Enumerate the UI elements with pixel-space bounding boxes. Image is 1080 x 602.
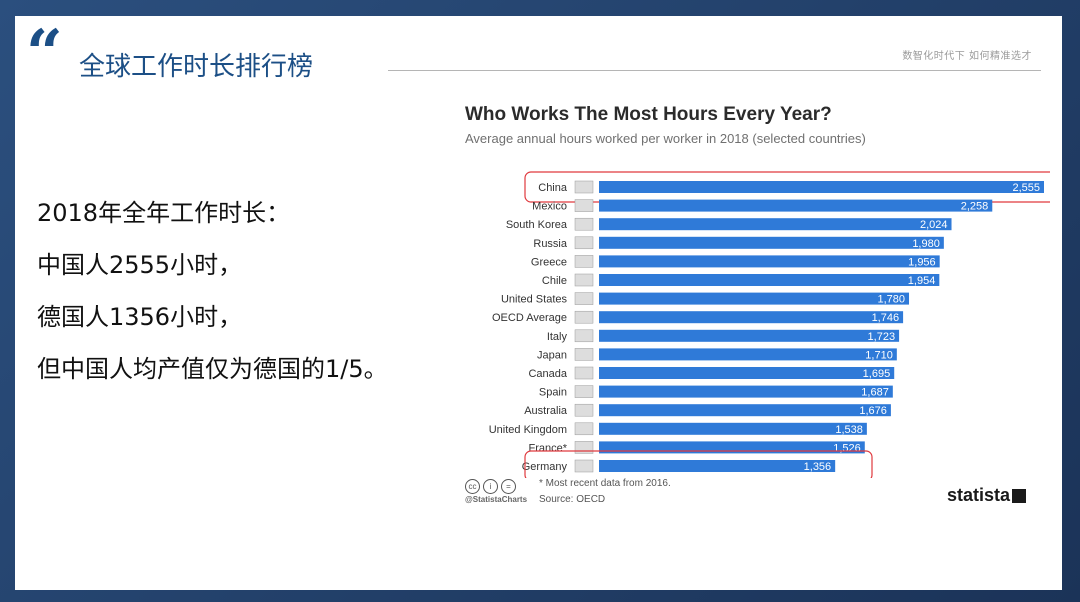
bar-value-label: 1,746 xyxy=(872,312,900,324)
bar xyxy=(599,218,952,231)
bar-value-label: 1,954 xyxy=(908,275,936,287)
chart-title: Who Works The Most Hours Every Year? xyxy=(465,104,832,125)
bar xyxy=(599,292,910,305)
body-text: 2018年全年工作时长： 中国人2555小时， 德国人1356小时， 但中国人均… xyxy=(37,193,388,401)
greece-flag-icon xyxy=(574,255,594,268)
china-flag-icon xyxy=(574,180,594,194)
header-divider xyxy=(388,70,1041,71)
page-title: 全球工作时长排行榜 xyxy=(79,52,314,82)
category-label: Canada xyxy=(528,368,567,380)
bar xyxy=(599,422,867,435)
bar xyxy=(599,236,944,249)
bar-value-label: 1,780 xyxy=(877,294,905,306)
bar xyxy=(599,460,836,472)
category-label: South Korea xyxy=(506,219,568,231)
chart-subtitle: Average annual hours worked per worker i… xyxy=(465,131,866,146)
license-icons: cc i = xyxy=(465,476,519,494)
category-label: Spain xyxy=(539,387,567,399)
creative-commons-icon: cc xyxy=(465,479,480,494)
category-label: Russia xyxy=(533,238,568,250)
mexico-flag-icon xyxy=(574,199,594,212)
bar xyxy=(599,199,993,212)
category-label: United States xyxy=(501,294,568,306)
chart-footnote: * Most recent data from 2016. xyxy=(539,478,671,489)
brand-logo: statista xyxy=(947,485,1011,505)
category-label: Italy xyxy=(547,331,568,343)
bar-value-label: 2,258 xyxy=(961,201,989,213)
bar-value-label: 1,956 xyxy=(908,256,936,268)
chart-source: Source: OECD xyxy=(539,494,606,505)
category-label: France* xyxy=(528,442,567,454)
category-label: Mexico xyxy=(532,201,567,213)
body-line: 德国人1356小时， xyxy=(37,303,243,331)
russia-flag-icon xyxy=(574,236,594,250)
oecd-icon xyxy=(574,310,594,324)
category-label: OECD Average xyxy=(492,312,567,324)
category-label: United Kingdom xyxy=(489,424,567,436)
bar xyxy=(599,367,895,379)
germany-flag-icon xyxy=(574,459,594,473)
bar-value-label: 1,980 xyxy=(912,238,940,250)
south-korea-flag-icon xyxy=(574,217,594,231)
bar xyxy=(599,329,900,342)
bar-value-label: 1,723 xyxy=(868,331,896,343)
bar xyxy=(599,255,940,268)
category-label: Chile xyxy=(542,275,567,287)
chart-handle: @StatistaCharts xyxy=(465,495,528,504)
category-label: Japan xyxy=(537,349,567,361)
bar-value-label: 1,356 xyxy=(804,461,832,473)
bar-value-label: 1,710 xyxy=(865,349,893,361)
bar xyxy=(599,311,904,324)
category-label: China xyxy=(538,182,568,194)
bar-value-label: 1,687 xyxy=(861,387,889,399)
chart: Who Works The Most Hours Every Year? Ave… xyxy=(465,98,1050,508)
statista-logo-icon xyxy=(1012,489,1026,503)
bar-chart: 2,555 China 2,258 Mexico 2,024 South Korea 1,9… xyxy=(489,171,1050,478)
bar xyxy=(599,348,897,361)
united-kingdom-flag-icon xyxy=(574,422,594,436)
japan-flag-icon xyxy=(574,348,594,361)
body-line: 中国人2555小时， xyxy=(37,251,243,279)
spain-flag-icon xyxy=(574,385,594,398)
slide: “ 全球工作时长排行榜 数智化时代下 如何精准选才 2018年全年工作时长： 中… xyxy=(15,16,1062,590)
bar-value-label: 1,538 xyxy=(835,424,863,436)
category-label: Greece xyxy=(531,256,567,268)
bar-value-label: 1,526 xyxy=(833,442,861,454)
bar-value-label: 2,024 xyxy=(920,219,948,231)
bar-value-label: 1,695 xyxy=(863,368,891,380)
australia-flag-icon xyxy=(574,403,594,417)
bar-value-label: 1,676 xyxy=(859,405,887,417)
highlight-box xyxy=(524,450,873,478)
united-states-flag-icon xyxy=(574,292,594,305)
bar xyxy=(599,181,1044,193)
quote-mark-icon: “ xyxy=(26,16,63,91)
header-tagline: 数智化时代下 如何精准选才 xyxy=(902,51,1032,62)
italy-flag-icon xyxy=(574,329,594,343)
bar xyxy=(599,274,940,286)
category-label: Germany xyxy=(522,461,568,473)
no-derivatives-icon: = xyxy=(501,479,516,494)
canada-flag-icon xyxy=(574,366,594,380)
attribution-icon: i xyxy=(483,479,498,494)
body-line: 但中国人均产值仅为德国的1/5。 xyxy=(37,355,388,383)
bar xyxy=(599,404,891,417)
chile-flag-icon xyxy=(574,273,594,287)
bar xyxy=(599,385,893,398)
category-label: Australia xyxy=(524,405,568,417)
bar-value-label: 2,555 xyxy=(1012,182,1040,194)
body-line: 2018年全年工作时长： xyxy=(37,199,291,227)
